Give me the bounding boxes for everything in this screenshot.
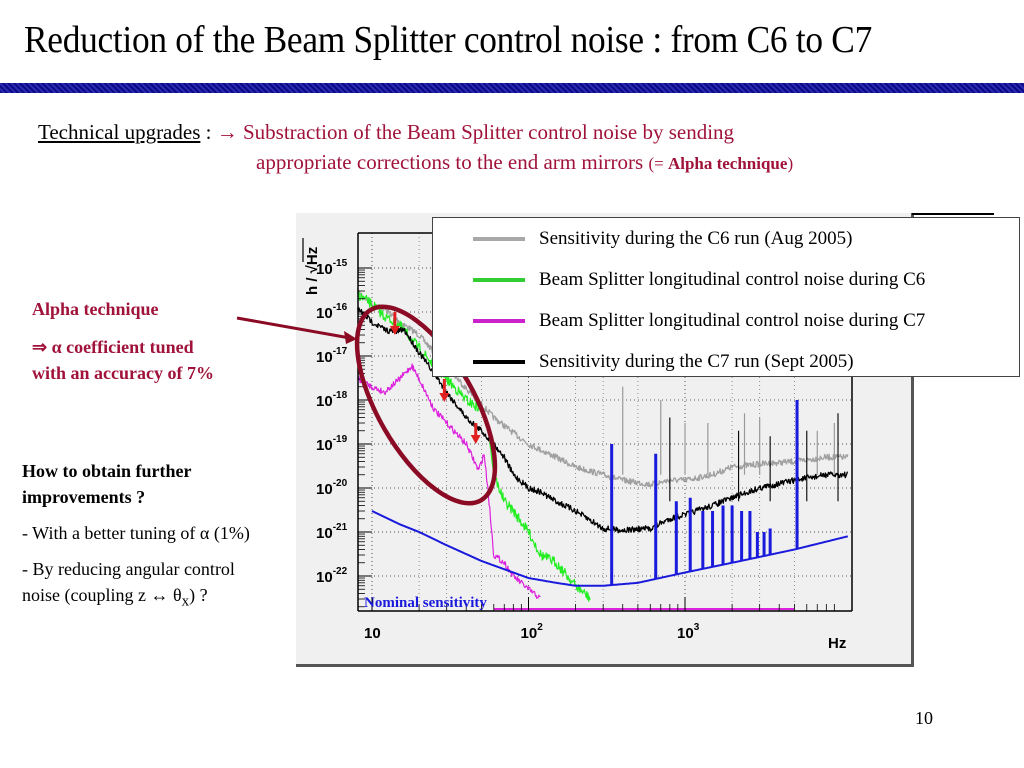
alpha-line2: with an accuracy of 7%	[32, 363, 214, 383]
legend-swatch	[473, 278, 525, 282]
further-item-2-line1: - By reducing angular control	[22, 559, 235, 579]
down-arrow-icon	[389, 326, 400, 336]
upgrades-line2-wrap: appropriate corrections to the end arm m…	[256, 147, 793, 179]
legend-label: Beam Splitter longitudinal control noise…	[539, 269, 926, 290]
x-tick-label: 103	[677, 622, 700, 642]
y-tick-exponent: -17	[333, 346, 348, 357]
alpha-line1: ⇒ α coefficient tuned	[32, 337, 194, 357]
theta-subscript: x	[181, 593, 190, 610]
chart-legend: Sensitivity during the C6 run (Aug 2005)…	[432, 217, 1020, 377]
y-tick-label: 10-18	[316, 390, 348, 410]
y-tick-exponent: -21	[333, 522, 348, 533]
upgrades-label: Technical upgrades	[38, 120, 201, 144]
alpha-technique-note: Alpha technique ⇒ α coefficient tuned wi…	[32, 296, 214, 386]
x-tick-exponent: 2	[537, 622, 543, 633]
slide-title: Reduction of the Beam Splitter control n…	[24, 19, 873, 61]
y-tick-exponent: -20	[333, 478, 348, 489]
legend-item-bs-noise-c7: Beam Splitter longitudinal control noise…	[473, 306, 925, 336]
legend-item-bs-noise-c6: Beam Splitter longitudinal control noise…	[473, 265, 925, 295]
y-tick-label: 10-22	[316, 566, 348, 586]
y-tick-label: 10-17	[316, 346, 348, 366]
highlight-ellipse	[354, 304, 498, 506]
legend-label: Sensitivity during the C7 run (Sept 2005…	[539, 351, 854, 372]
legend-swatch	[473, 319, 525, 323]
y-tick-exponent: -15	[333, 258, 348, 269]
x-tick-label: 102	[521, 622, 544, 642]
connector-arrowhead-icon	[344, 331, 357, 344]
x-axis-label: Hz	[828, 635, 846, 652]
further-improvements: How to obtain further improvements ? - Wi…	[22, 458, 322, 625]
series-line-nominal	[371, 510, 849, 587]
y-tick-exponent: -16	[333, 302, 348, 313]
further-item-2-line2: noise (coupling z ↔ θ	[22, 585, 182, 605]
alpha-heading: Alpha technique	[32, 299, 159, 319]
further-item-2: - By reducing angular control noise (coup…	[22, 556, 322, 615]
legend-swatch	[473, 360, 525, 364]
upgrades-paren-open: (=	[648, 154, 668, 173]
title-divider	[0, 83, 1024, 93]
further-item-2-end: ) ?	[189, 585, 208, 605]
y-tick-exponent: -18	[333, 390, 348, 401]
further-heading: How to obtain further improvements ?	[22, 458, 322, 510]
legend-label: Beam Splitter longitudinal control noise…	[539, 310, 926, 331]
y-axis-label: h / √Hz	[304, 247, 321, 295]
x-tick-exponent: 3	[694, 622, 700, 633]
overlay-group: Nominal sensitivity	[236, 304, 498, 611]
upgrades-line2: appropriate corrections to the end arm m…	[256, 150, 649, 174]
y-tick-exponent: -19	[333, 434, 348, 445]
nominal-sensitivity-label: Nominal sensitivity	[364, 595, 487, 611]
down-arrow-icon	[470, 435, 481, 444]
legend-tab	[912, 213, 994, 219]
legend-label: Sensitivity during the C6 run (Aug 2005)	[539, 228, 853, 249]
series-group	[357, 287, 849, 610]
axes-group: 10 -15 10-16 10-17 10-18 10-19 10-20 10-21 10-22…	[302, 232, 853, 652]
legend-swatch	[473, 237, 525, 241]
x-tick-label: 10	[364, 625, 381, 642]
further-heading-line2: improvements ?	[22, 487, 146, 507]
technical-upgrades: Technical upgrades : → Substraction of t…	[38, 117, 793, 174]
connector-line	[236, 316, 351, 340]
upgrades-line1: Substraction of the Beam Splitter contro…	[237, 120, 735, 144]
y-tick-label: 10-21	[316, 522, 348, 542]
further-heading-line1: How to obtain further	[22, 461, 192, 481]
y-tick-label: 10-19	[316, 434, 348, 454]
series-line-bs-noise-c6	[357, 291, 591, 602]
legend-item-c7-sensitivity: Sensitivity during the C7 run (Sept 2005…	[473, 347, 854, 377]
series-line-c7-sensitivity	[357, 307, 849, 534]
legend-item-c6-sensitivity: Sensitivity during the C6 run (Aug 2005)	[473, 224, 852, 254]
page-number: 10	[915, 708, 933, 728]
upgrades-emph: Alpha technique	[667, 154, 788, 173]
upgrades-paren-close: )	[787, 154, 794, 173]
y-tick-label: 10-20	[316, 478, 348, 498]
y-tick-exponent: -22	[333, 566, 348, 577]
upgrades-separator: :	[200, 120, 217, 144]
right-arrow-icon: →	[216, 120, 238, 144]
further-item-1: - With a better tuning of α (1%)	[22, 523, 250, 543]
y-tick-label: 10-16	[316, 302, 348, 322]
down-arrow-icon	[439, 393, 450, 403]
